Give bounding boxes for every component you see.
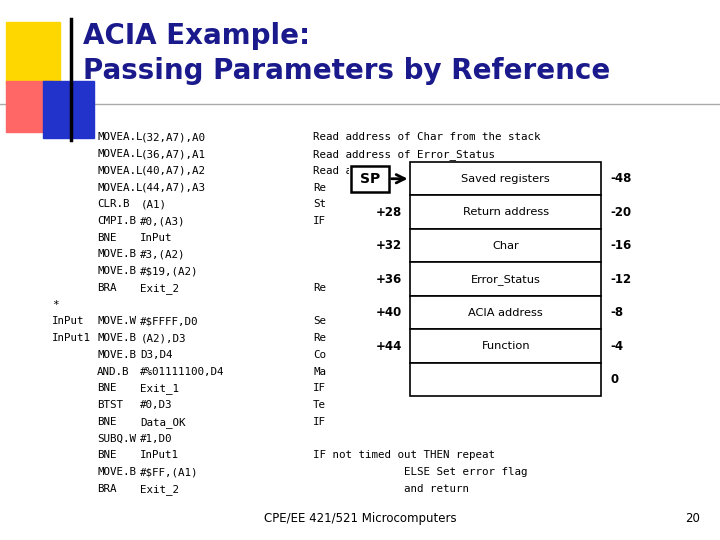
Text: CMPI.B: CMPI.B [97,216,136,226]
Bar [351,166,389,192]
Text: MOVE.B: MOVE.B [97,467,136,477]
Text: Saved registers: Saved registers [462,174,550,184]
Text: D3,D4: D3,D4 [140,350,173,360]
Text: Return address: Return address [463,207,549,217]
Text: #%01111100,D4: #%01111100,D4 [140,367,225,377]
Text: Char: Char [492,241,519,251]
Text: Passing Parameters by Reference: Passing Parameters by Reference [83,57,610,85]
Text: ACIA address: ACIA address [469,308,543,318]
Text: Te: Te [313,400,326,410]
Text: -48: -48 [611,172,632,185]
Text: CPE/EE 421/521 Microcomputers: CPE/EE 421/521 Microcomputers [264,512,456,525]
Text: Re: Re [313,183,326,193]
Text: BNE: BNE [97,450,117,461]
Bar [410,195,601,229]
Text: Error_Status: Error_Status [471,274,541,285]
Text: Exit_2: Exit_2 [140,484,179,495]
Text: Re: Re [313,283,326,293]
Text: Function: Function [482,341,530,351]
Text: ELSE Set error flag: ELSE Set error flag [313,467,528,477]
Text: Se: Se [313,316,326,327]
Text: (36,A7),A1: (36,A7),A1 [140,149,205,159]
Bar [349,162,652,396]
Text: #3,(A2): #3,(A2) [140,249,186,260]
Text: BNE: BNE [97,417,117,427]
Text: Ma: Ma [313,367,326,377]
Text: 20: 20 [685,512,700,525]
Text: MOVE.W: MOVE.W [97,316,136,327]
Text: MOVE.B: MOVE.B [97,350,136,360]
Text: MOVEA.L: MOVEA.L [97,149,143,159]
Text: InPut: InPut [140,233,173,243]
Text: Exit_2: Exit_2 [140,283,179,294]
Text: SUBQ.W: SUBQ.W [97,434,136,444]
Text: Read address of Error_Status: Read address of Error_Status [313,149,495,160]
Text: +32: +32 [376,239,402,252]
Bar [6,81,53,132]
Text: -12: -12 [611,273,631,286]
Text: IF not timed out THEN repeat: IF not timed out THEN repeat [313,450,495,461]
Text: MOVE.B: MOVE.B [97,249,136,260]
Text: IF: IF [313,216,326,226]
Text: (40,A7),A2: (40,A7),A2 [140,166,205,176]
Bar [410,162,601,195]
Text: AND.B: AND.B [97,367,130,377]
Text: #1,D0: #1,D0 [140,434,173,444]
Text: BNE: BNE [97,383,117,394]
Text: #$FFFF,D0: #$FFFF,D0 [140,316,199,327]
Bar [410,296,601,329]
Text: (A1): (A1) [140,199,166,210]
Text: MOVEA.L: MOVEA.L [97,166,143,176]
Text: Data_OK: Data_OK [140,417,186,428]
Text: #0,(A3): #0,(A3) [140,216,186,226]
Text: InPut1: InPut1 [140,450,179,461]
Text: InPut1: InPut1 [52,333,91,343]
Text: (44,A7),A3: (44,A7),A3 [140,183,205,193]
Text: MOVE.B: MOVE.B [97,333,136,343]
Text: BNE: BNE [97,233,117,243]
Text: St: St [313,199,326,210]
Text: (A2),D3: (A2),D3 [140,333,186,343]
Text: MOVEA.L: MOVEA.L [97,132,143,143]
Text: -16: -16 [611,239,632,252]
Text: *: * [52,300,58,310]
Text: BRA: BRA [97,484,117,494]
Text: -20: -20 [611,206,631,219]
Text: #$FF,(A1): #$FF,(A1) [140,467,199,477]
Text: +28: +28 [376,206,402,219]
Text: +36: +36 [376,273,402,286]
Text: -8: -8 [611,306,624,319]
Text: #$19,(A2): #$19,(A2) [140,266,199,276]
Text: Read address of Char from the stack: Read address of Char from the stack [313,132,541,143]
Text: 0: 0 [611,373,618,386]
Text: Exit_1: Exit_1 [140,383,179,394]
Text: IF: IF [313,383,326,394]
Text: ACIA Example:: ACIA Example: [83,22,310,50]
Text: Re: Re [313,333,326,343]
Text: Co: Co [313,350,326,360]
Bar [410,262,601,296]
Text: and return: and return [313,484,469,494]
Bar [43,81,94,138]
Bar [410,229,601,262]
Bar [410,329,601,363]
Text: SP: SP [360,172,380,186]
Text: CLR.B: CLR.B [97,199,130,210]
Text: -4: -4 [611,340,624,353]
Text: (32,A7),A0: (32,A7),A0 [140,132,205,143]
Text: +40: +40 [376,306,402,319]
Text: Read address of ACIA from the stack: Read address of ACIA from the stack [313,166,541,176]
Text: MOVE.B: MOVE.B [97,266,136,276]
Text: BTST: BTST [97,400,123,410]
Bar [6,22,60,84]
Text: IF: IF [313,417,326,427]
Text: #0,D3: #0,D3 [140,400,173,410]
Text: MOVEA.L: MOVEA.L [97,183,143,193]
Text: +44: +44 [375,340,402,353]
Text: BRA: BRA [97,283,117,293]
Bar [410,363,601,396]
Text: InPut: InPut [52,316,84,327]
